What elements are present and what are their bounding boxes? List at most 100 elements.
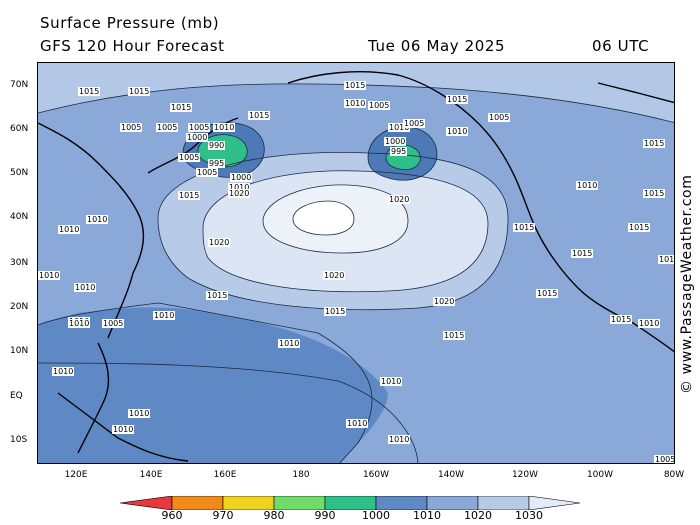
legend-swatch-1000 (375, 496, 428, 510)
isobar-label: 1015 (344, 81, 367, 90)
legend-label-960: 960 (161, 509, 183, 522)
isobar-label: 1015 (206, 291, 229, 300)
lon-label-80w: 80W (663, 470, 685, 480)
pressure-legend (120, 496, 581, 510)
legend-label-1030: 1030 (515, 509, 543, 522)
forecast-date: Tue 06 May 2025 (368, 37, 506, 55)
isobar-label: 1005 (188, 123, 211, 132)
legend-label-1000: 1000 (362, 509, 390, 522)
legend-label-1020: 1020 (464, 509, 492, 522)
isobar-label: 1015 (446, 95, 469, 104)
isobar-label: 990 (208, 141, 226, 150)
isobar-label: 1010 (128, 409, 151, 418)
lon-label-100w: 100W (586, 470, 614, 480)
isobar-label: 1020 (433, 297, 456, 306)
lon-label-180: 180 (292, 470, 310, 480)
isobar-label: 1005 (178, 153, 201, 162)
isobar-label: 1010 (380, 377, 403, 386)
isobar-label: 1015 (324, 307, 347, 316)
isobar-label: 1015 (513, 223, 536, 232)
isobar-label: 1010 (446, 127, 469, 136)
isobar-label: 1015 (643, 139, 666, 148)
pressure-map[interactable]: 1015 1015 1015 1010 1005 1015 1005 1000 … (37, 62, 675, 464)
legend-swatch-960-low (120, 496, 173, 510)
legend-swatch-970 (222, 496, 275, 510)
legend-swatch-1010 (426, 496, 479, 510)
isobar-label: 1015 (248, 111, 271, 120)
isobar-label: 1020 (208, 238, 231, 247)
isobar-label: 1010 (213, 123, 236, 132)
legend-label-1010: 1010 (413, 509, 441, 522)
legend-label-990: 990 (314, 509, 336, 522)
lat-label-10s: 10S (10, 435, 28, 445)
lat-label-30n: 30N (10, 258, 29, 268)
isobar-label: 1010 (86, 215, 109, 224)
isobar-label: 1015 (610, 315, 633, 324)
lon-label-160e: 160E (213, 470, 237, 480)
isobar-label: 1010 (74, 283, 97, 292)
isobar-label: 1010 (228, 183, 251, 192)
isobar-label: 1010 (38, 271, 61, 280)
isobar-label: 1010 (278, 339, 301, 348)
isobar-label: 1010 (576, 181, 599, 190)
map-subtitle: GFS 120 Hour Forecast (40, 37, 225, 55)
isobar-label: 1020 (228, 189, 251, 198)
isobar-label: 1000 (186, 133, 209, 142)
legend-swatch-990 (324, 496, 377, 510)
isobar-label: 1015 (178, 191, 201, 200)
lat-label-20n: 20N (10, 302, 29, 312)
lon-label-140w: 140W (437, 470, 465, 480)
legend-swatch-1030-high (528, 496, 581, 510)
legend-label-970: 970 (212, 509, 234, 522)
lat-label-eq: EQ (10, 391, 23, 401)
isobar-label: 1010 (58, 225, 81, 234)
isobar-label: 1010 (388, 435, 411, 444)
isobar-label: 1000 (384, 137, 407, 146)
lat-label-10n: 10N (10, 346, 29, 356)
legend-label-980: 980 (263, 509, 285, 522)
isobar-label: 1010 (344, 99, 367, 108)
isobar-label: 1015 (628, 223, 651, 232)
isobar-label: 1015 (170, 103, 193, 112)
lat-label-70n: 70N (10, 80, 29, 90)
isobar-label: 1020 (388, 195, 411, 204)
isobar-label: 1005 (654, 455, 675, 464)
isobar-label: 1015 (128, 87, 151, 96)
map-title: Surface Pressure (mb) (40, 14, 220, 32)
lon-label-140e: 140E (139, 470, 163, 480)
lat-label-50n: 50N (10, 168, 29, 178)
lat-label-40n: 40N (10, 212, 29, 222)
isobar-label: 1010 (68, 319, 91, 328)
site-credit: © www.PassageWeather.com (679, 174, 695, 394)
isobar-label: 995 (208, 159, 226, 168)
pressure-field (38, 63, 674, 463)
isobar-label: 1005 (120, 123, 143, 132)
isobar-label: 995 (390, 147, 408, 156)
isobar-label: 1005 (368, 101, 391, 110)
isobar-label: 1005 (403, 119, 426, 128)
isobar-label: 1010 (52, 367, 75, 376)
isobar-label: 1010 (346, 419, 369, 428)
isobar-label: 1010 (112, 425, 135, 434)
isobar-label: 1020 (323, 271, 346, 280)
isobar-label: 1015 (78, 87, 101, 96)
isobar-label: 1015 (658, 255, 674, 264)
isobar-label: 1010 (388, 123, 411, 132)
isobar-label: 1005 (488, 113, 511, 122)
isobar-label: 1015 (571, 249, 594, 258)
legend-swatch-980 (273, 496, 326, 510)
isobar-label: 1000 (230, 173, 253, 182)
isobar-label: 1015 (643, 189, 666, 198)
legend-swatch-960 (171, 496, 224, 510)
isobar-label: 1005 (156, 123, 179, 132)
isobar-label: 1010 (638, 319, 661, 328)
lon-label-120w: 120W (511, 470, 539, 480)
isobar-label: 1015 (536, 289, 559, 298)
lon-label-120e: 120E (64, 470, 88, 480)
isobar-label: 1015 (443, 331, 466, 340)
lon-label-160w: 160W (362, 470, 390, 480)
lat-label-60n: 60N (10, 124, 29, 134)
isobar-label: 1005 (196, 168, 219, 177)
isobar-label: 1005 (102, 319, 125, 328)
forecast-time: 06 UTC (592, 37, 650, 55)
